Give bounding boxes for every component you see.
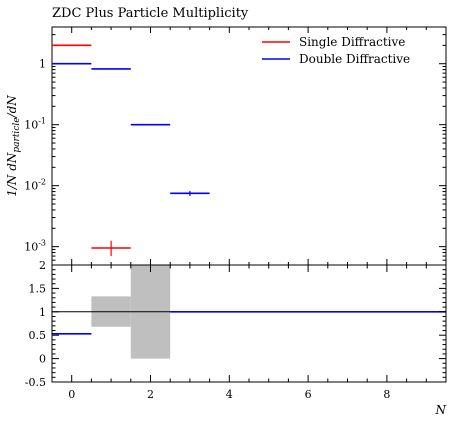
- legend-label: Single Diffractive: [299, 35, 405, 49]
- chart-title: ZDC Plus Particle Multiplicity: [52, 6, 249, 21]
- main-y-tick-label: 10-1: [24, 117, 46, 132]
- tick-exponent: -1: [38, 117, 46, 126]
- ratio-series-double-diffractive: [52, 310, 446, 335]
- x-tick-label: 4: [226, 388, 233, 401]
- tick-exponent: -3: [38, 239, 46, 248]
- series-double-diffractive: [52, 62, 210, 196]
- ylabel-part-b: /dN: [5, 95, 19, 119]
- ratio-y-tick-label: 2: [39, 259, 46, 272]
- tick-base: 10: [24, 241, 38, 254]
- tick-base: 10: [24, 119, 38, 132]
- main-y-tick-label: 1: [39, 58, 46, 71]
- x-tick-label: 6: [305, 388, 312, 401]
- ratio-y-tick-label: -0.5: [25, 376, 46, 389]
- ratio-y-tick-label: 1: [39, 306, 46, 319]
- series-single-diffractive: [52, 44, 131, 257]
- x-axis-label: N: [435, 403, 447, 417]
- x-tick-label: 0: [68, 388, 75, 401]
- legend: Single Diffractive Double Diffractive: [262, 35, 410, 66]
- ratio-panel: 2 1.5 1 0.5 0 -0.5 0 2 4 6 8: [25, 259, 447, 401]
- tick-base: 10: [24, 180, 38, 193]
- x-tick-label: 2: [147, 388, 154, 401]
- main-y-tick-label: 10-2: [24, 178, 46, 193]
- ratio-y-tick-label: 0.5: [29, 329, 47, 342]
- ylabel-part-a: 1/N dN: [5, 152, 19, 197]
- ratio-y-tick-label: 0: [39, 353, 46, 366]
- ylabel-subscript: particle: [12, 117, 22, 152]
- main-y-axis-label: 1/N dNparticle/dN: [5, 95, 22, 197]
- x-tick-label: 8: [383, 388, 390, 401]
- legend-label: Double Diffractive: [299, 52, 410, 66]
- main-y-tick-label: 10-3: [24, 239, 46, 254]
- tick-exponent: -2: [38, 178, 46, 187]
- ratio-y-tick-label: 1.5: [29, 282, 47, 295]
